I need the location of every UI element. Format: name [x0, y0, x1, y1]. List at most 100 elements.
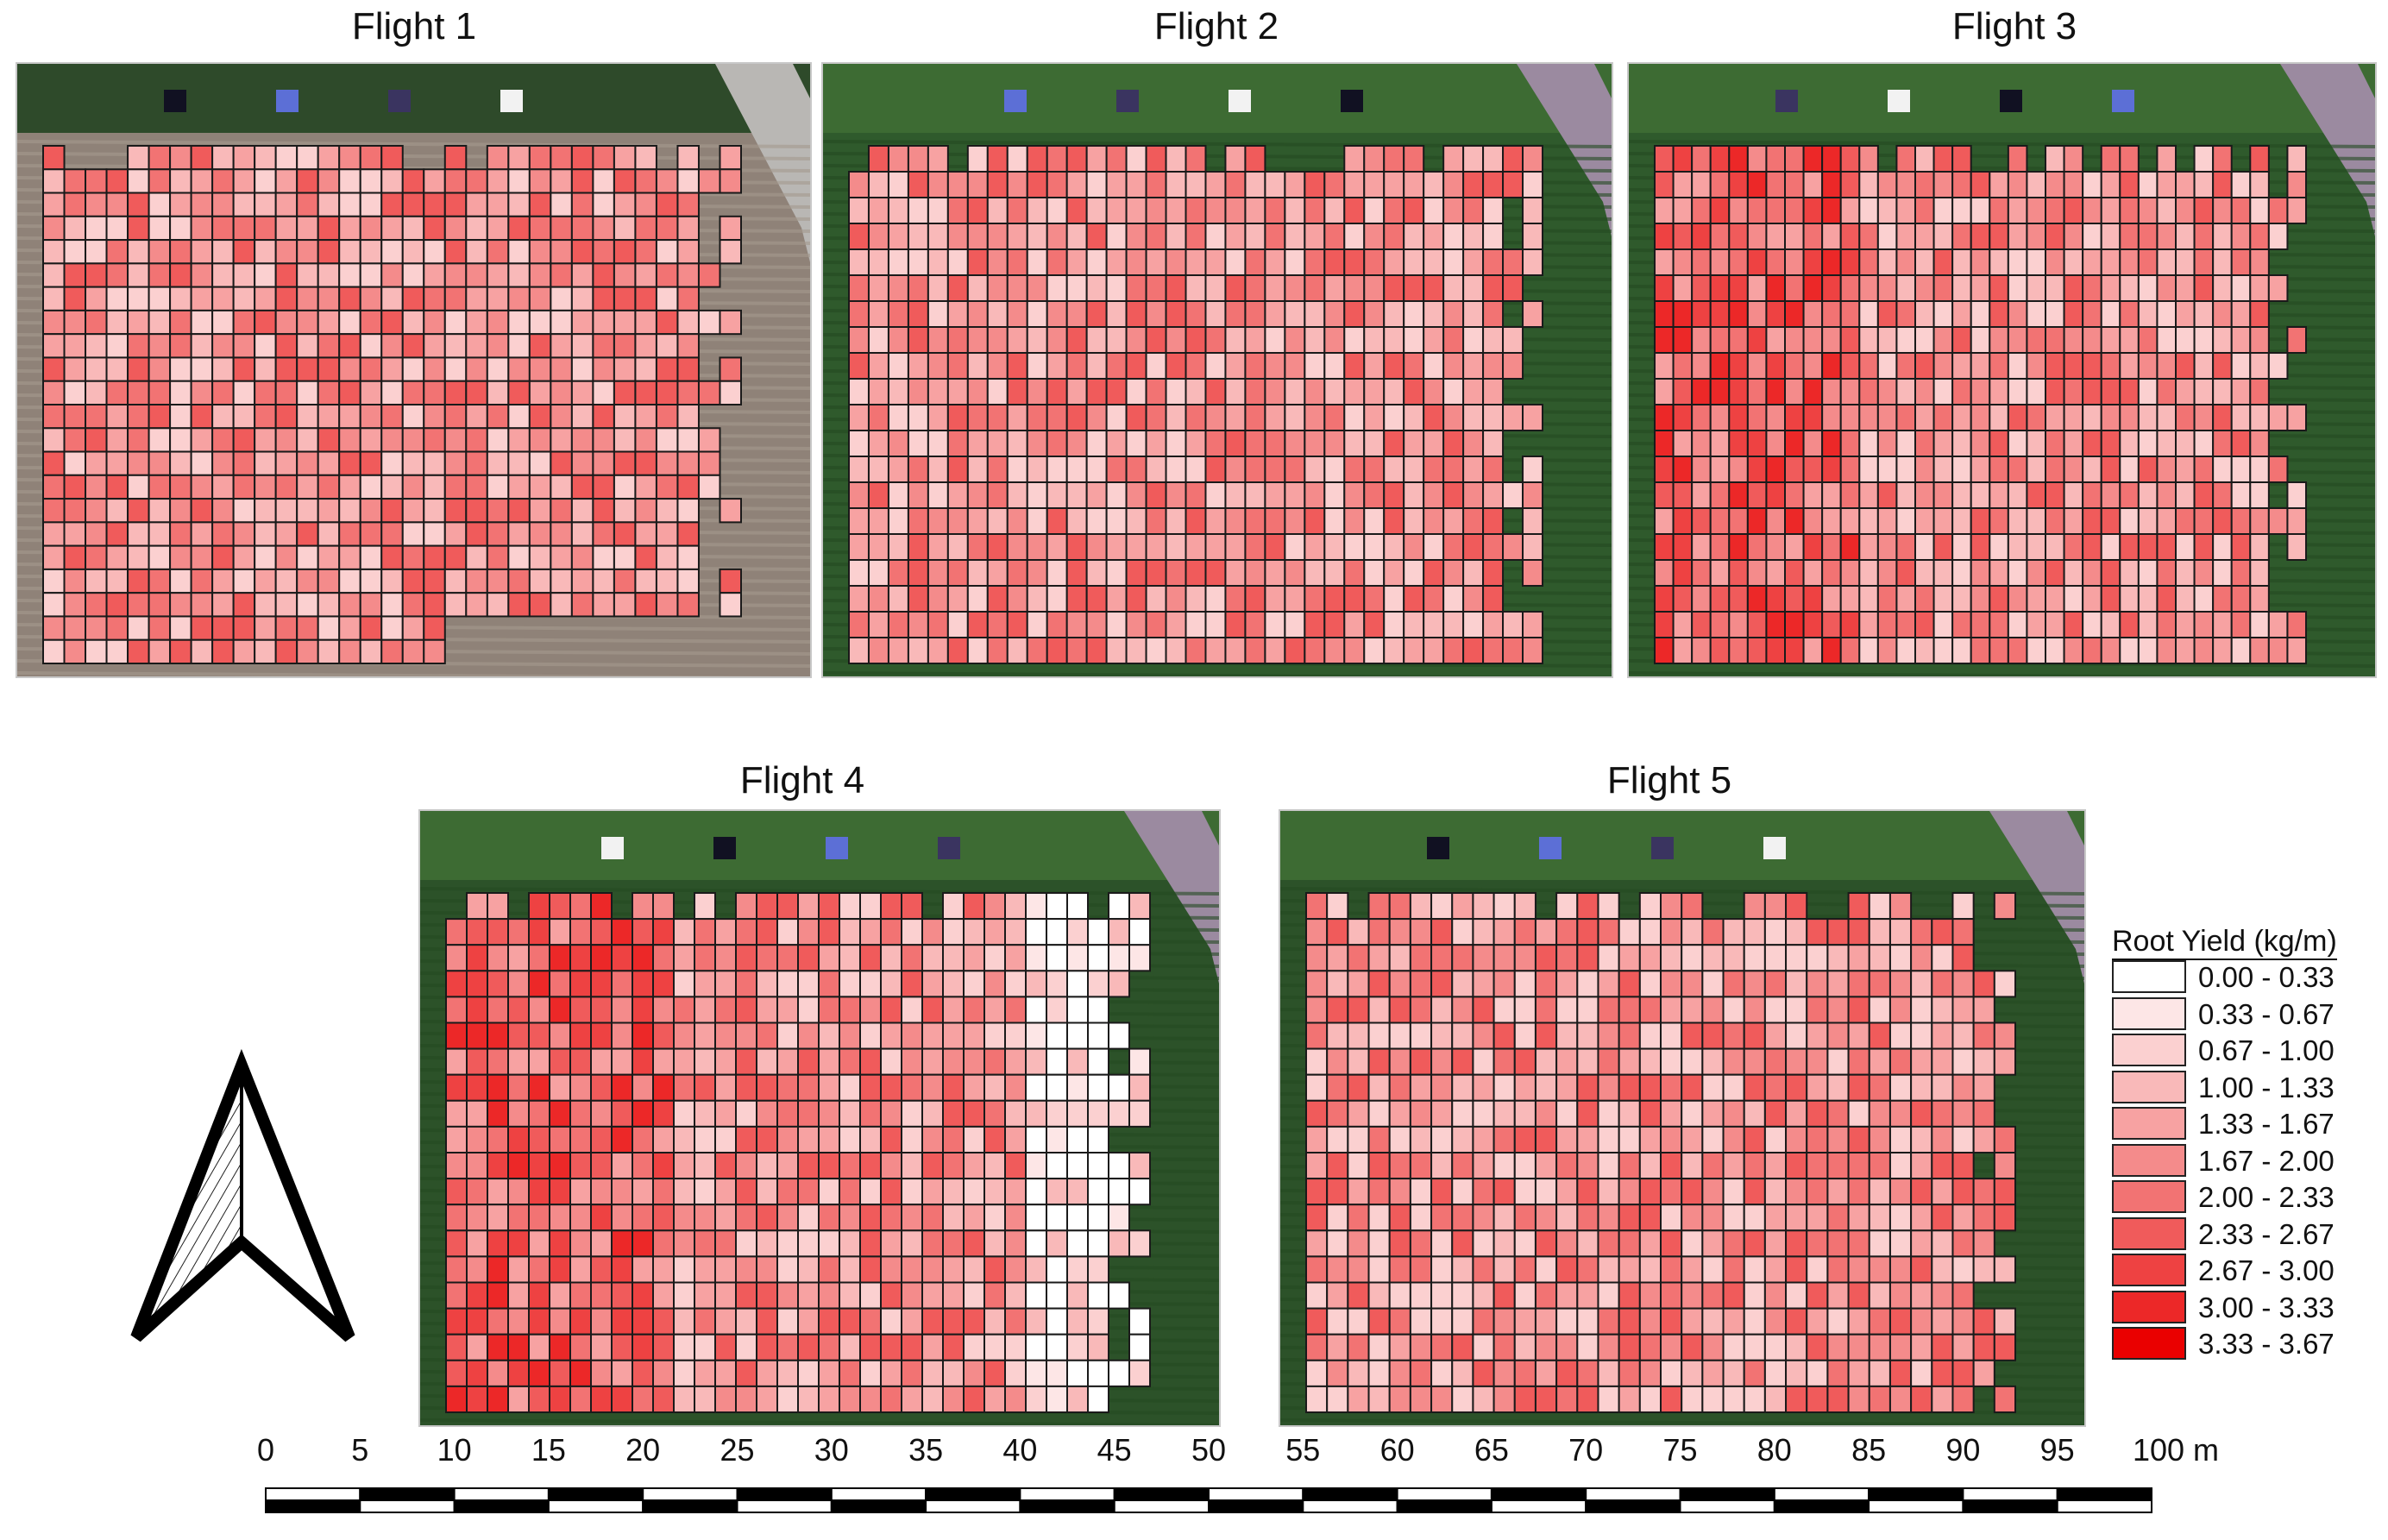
- legend-swatch: [2112, 1254, 2186, 1286]
- plot-cell: [1165, 611, 1187, 638]
- plot-cell: [2007, 274, 2028, 302]
- plot-cell: [592, 356, 615, 382]
- plot-cell: [880, 1281, 902, 1310]
- plot-cell: [2230, 585, 2252, 613]
- plot-cell: [169, 592, 192, 618]
- plot-cell: [592, 498, 615, 524]
- plot-cell: [2063, 145, 2084, 173]
- plot-cell: [1125, 533, 1147, 561]
- plot-cell: [338, 427, 361, 453]
- plot-cell: [921, 1021, 944, 1050]
- plot-cell: [1681, 970, 1704, 998]
- plot-cell: [2156, 274, 2177, 302]
- plot-cell: [1743, 1255, 1766, 1284]
- plot-cell: [859, 944, 882, 972]
- plot-cell: [1821, 223, 1842, 250]
- plot-cell: [797, 1281, 820, 1310]
- plot-cell: [2100, 404, 2121, 431]
- plot-cell: [1876, 248, 1898, 276]
- plot-cell: [2063, 352, 2084, 380]
- plot-cell: [2007, 507, 2028, 535]
- plot-cell: [1026, 171, 1048, 198]
- plot-cell: [1367, 1333, 1391, 1361]
- plot-cell: [676, 404, 700, 430]
- plot-cell: [1004, 1281, 1027, 1310]
- plot-cell: [2137, 456, 2159, 483]
- plot-cell: [1462, 533, 1485, 561]
- plot-cell: [1858, 456, 1879, 483]
- plot-cell: [1914, 300, 1935, 328]
- plot-cell: [714, 1307, 737, 1336]
- plot-cell: [1284, 481, 1306, 509]
- plot-cell: [1914, 248, 1935, 276]
- plot-cell: [1185, 559, 1207, 587]
- plot-cell: [1672, 378, 1694, 405]
- plot-cell: [1430, 1333, 1454, 1361]
- plot-cell: [1728, 637, 1749, 664]
- plot-cell: [1914, 145, 1935, 173]
- plot-cell: [1746, 145, 1768, 173]
- plot-cell: [42, 333, 66, 359]
- plot-cell: [42, 544, 66, 570]
- plot-cell: [611, 970, 633, 998]
- plot-cell: [1932, 481, 1954, 509]
- plot-cell: [380, 380, 404, 405]
- plot-cell: [2137, 637, 2159, 664]
- plot-cell: [569, 892, 592, 921]
- plot-cell: [1763, 1359, 1788, 1387]
- plot-cell: [2193, 585, 2215, 613]
- plot-cell: [507, 918, 530, 946]
- plot-cell: [254, 544, 277, 570]
- plot-cell: [148, 262, 172, 288]
- plot-cell: [1451, 1333, 1474, 1361]
- plot-cell: [507, 356, 531, 382]
- plot-cell: [1363, 248, 1386, 276]
- plot-cell: [254, 168, 277, 194]
- plot-cell: [1085, 378, 1108, 405]
- plot-cell: [2026, 481, 2046, 509]
- plot-cell: [1597, 1255, 1620, 1284]
- plot-cell: [1409, 1125, 1433, 1153]
- plot-cell: [1743, 918, 1766, 946]
- plot-cell: [797, 1152, 820, 1180]
- plot-cell: [2267, 197, 2289, 224]
- plot-cell: [756, 1099, 778, 1128]
- plot-cell: [1746, 637, 1768, 664]
- plot-cell: [274, 286, 298, 311]
- plot-cell: [907, 352, 929, 380]
- plot-cell: [611, 1021, 633, 1050]
- plot-cell: [1128, 892, 1151, 921]
- plot-cell: [1085, 637, 1108, 664]
- plot-cell: [1451, 1178, 1474, 1206]
- plot-grid: [1280, 811, 2084, 1425]
- plot-cell: [359, 168, 383, 194]
- plot-cell: [839, 1099, 861, 1128]
- plot-cell: [1085, 404, 1108, 431]
- plot-cell: [986, 456, 1009, 483]
- plot-cell: [1826, 1047, 1850, 1076]
- plot-cell: [1492, 1152, 1516, 1180]
- plot-cell: [1347, 996, 1370, 1024]
- plot-cell: [797, 1021, 820, 1050]
- plot-cell: [590, 944, 613, 972]
- plot-cell: [2230, 171, 2252, 198]
- plot-cell: [274, 568, 298, 594]
- plot-cell: [1895, 223, 1916, 250]
- plot-cell: [274, 215, 298, 242]
- plot-cell: [42, 145, 66, 171]
- plot-cell: [1654, 326, 1675, 354]
- plot-cell: [2212, 248, 2233, 276]
- plot-cell: [1895, 171, 1916, 198]
- plot-cell: [1383, 274, 1405, 302]
- plot-cell: [1145, 430, 1167, 457]
- plot-cell: [1660, 1021, 1683, 1050]
- plot-cell: [676, 309, 700, 336]
- plot-cell: [1826, 1281, 1850, 1310]
- plot-cell: [1165, 300, 1187, 328]
- plot-cell: [887, 248, 909, 276]
- plot-cell: [190, 286, 214, 311]
- plot-cell: [1442, 637, 1465, 664]
- plot-cell: [1597, 1021, 1620, 1050]
- plot-cell: [2100, 507, 2121, 535]
- plot-cell: [797, 1359, 820, 1387]
